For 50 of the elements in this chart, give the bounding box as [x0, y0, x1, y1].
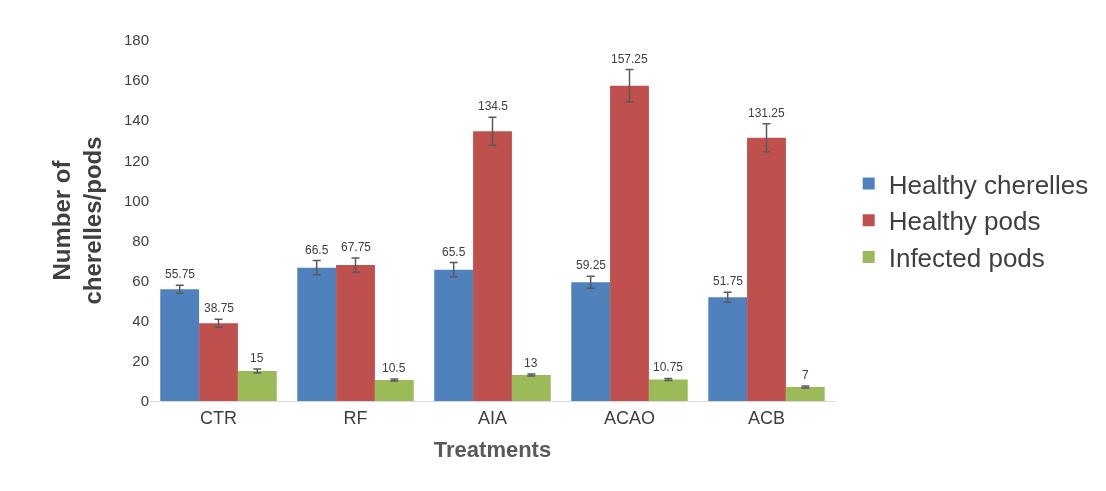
data-label: 38.75: [204, 301, 235, 315]
x-tick-label: ACB: [747, 407, 786, 428]
data-label: 51.75: [713, 274, 744, 288]
bar: [297, 267, 337, 401]
bar: [648, 379, 688, 401]
data-label: 131.25: [748, 106, 786, 120]
data-label: 59.25: [576, 258, 607, 272]
bar: [199, 323, 238, 401]
y-tick-label: 120: [123, 151, 149, 169]
bar: [237, 370, 277, 401]
x-tick-label: RF: [343, 407, 368, 428]
bar: [511, 374, 551, 401]
bar: [747, 137, 786, 401]
data-label: 65.5: [442, 245, 466, 259]
data-label: 157.25: [611, 52, 649, 66]
data-label: 10.75: [653, 360, 684, 374]
x-tick-label: AIA: [477, 407, 508, 428]
legend-label: Healthy cherelles: [888, 169, 1089, 200]
y-tick-label: 100: [123, 191, 149, 209]
bar: [160, 289, 200, 401]
data-label: 15: [250, 351, 264, 365]
data-label: 10.5: [382, 361, 406, 375]
legend-label: Healthy pods: [888, 206, 1041, 237]
bar: [785, 386, 825, 401]
data-label: 67.75: [341, 240, 372, 254]
y-tick-label: 60: [132, 271, 149, 289]
bar: [374, 379, 414, 401]
y-tick-label: 80: [132, 231, 149, 249]
y-tick-label: 160: [123, 71, 149, 89]
bar: [434, 269, 474, 401]
y-tick-label: 140: [123, 111, 149, 129]
y-tick-label: 0: [140, 392, 149, 410]
x-axis-title: Treatments: [433, 437, 552, 463]
data-label: 66.5: [305, 243, 329, 257]
bar: [336, 265, 375, 401]
y-tick-label: 180: [123, 31, 149, 49]
bar: [708, 297, 748, 401]
data-label: 55.75: [165, 267, 196, 281]
y-tick-label: 20: [132, 352, 149, 370]
y-tick-label: 40: [132, 312, 149, 330]
bar: [571, 282, 611, 401]
data-label: 13: [524, 356, 538, 370]
legend-label: Infected pods: [888, 243, 1045, 274]
x-tick-label: ACAO: [603, 407, 656, 428]
y-axis-title: Number of cherelles/pods: [47, 136, 107, 305]
data-label: 7: [802, 368, 809, 382]
data-label: 134.5: [478, 99, 509, 113]
bar: [473, 131, 512, 401]
bar: [610, 85, 649, 401]
x-tick-label: CTR: [200, 407, 237, 428]
